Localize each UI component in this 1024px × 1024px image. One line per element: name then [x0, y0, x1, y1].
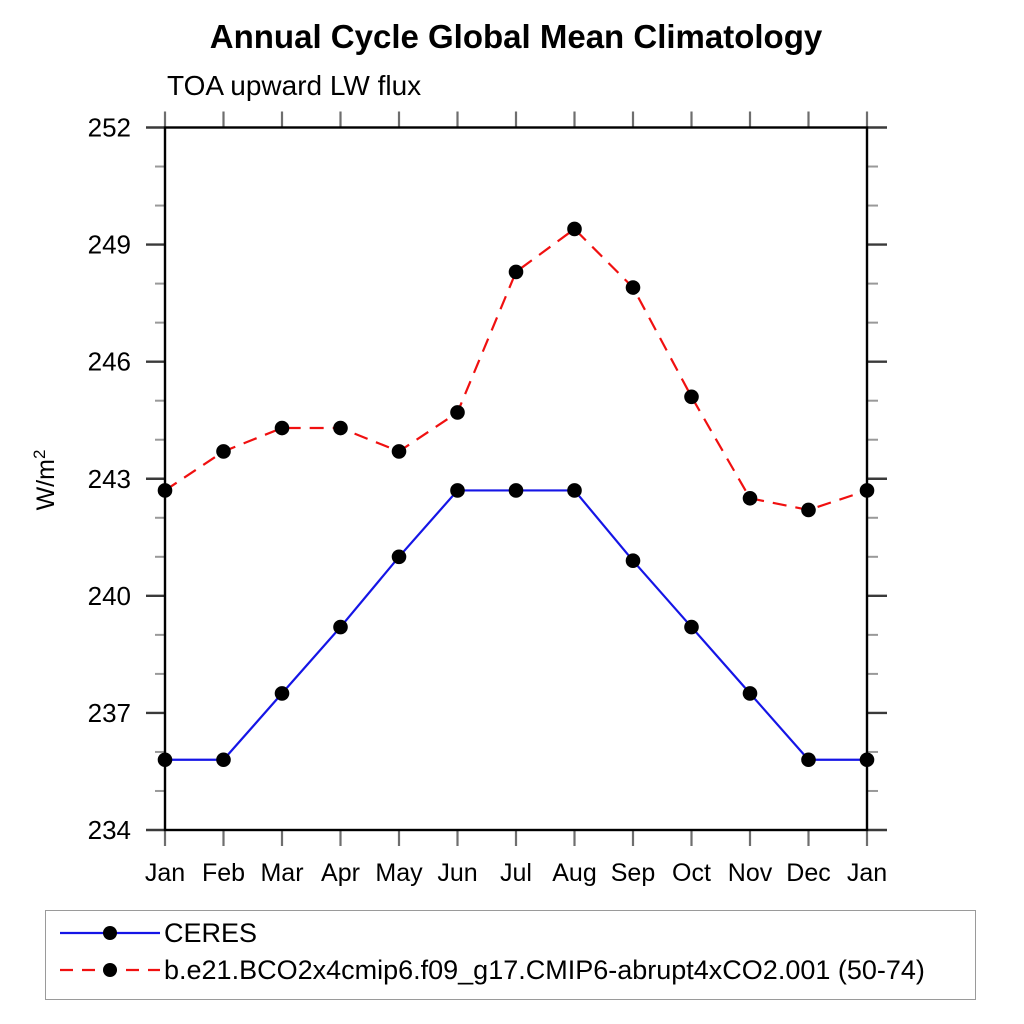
y-tick-label: 237	[88, 698, 131, 728]
chart-subtitle: TOA upward LW flux	[167, 70, 422, 101]
x-tick-label: Mar	[260, 859, 303, 887]
axis-ticks	[146, 111, 887, 846]
legend-box: CERES b.e21.BCO2x4cmip6.f09_g17.CMIP6-ab…	[45, 910, 976, 1000]
data-point	[216, 752, 231, 768]
x-tick-label: Jul	[500, 859, 532, 887]
x-tick-label: Apr	[321, 859, 360, 887]
y-tick-label: 243	[88, 464, 131, 494]
data-point	[567, 221, 582, 237]
data-point	[157, 752, 173, 768]
data-point	[567, 483, 582, 498]
legend-item-model: b.e21.BCO2x4cmip6.f09_g17.CMIP6-abrupt4x…	[58, 953, 925, 987]
data-point	[333, 420, 348, 436]
y-tick-label: 240	[88, 581, 131, 611]
x-tick-label: Oct	[672, 859, 711, 887]
y-tick-label: 234	[88, 815, 131, 845]
series-layer	[157, 221, 875, 768]
data-point	[391, 549, 407, 565]
data-point	[742, 686, 758, 701]
data-point	[684, 619, 699, 635]
data-point	[391, 444, 407, 459]
y-axis-title: W/m2	[30, 450, 60, 511]
legend-label-model: b.e21.BCO2x4cmip6.f09_g17.CMIP6-abrupt4x…	[164, 954, 925, 985]
legend-item-ceres: CERES	[58, 916, 257, 950]
data-point	[216, 444, 231, 459]
data-point	[625, 280, 641, 295]
x-tick-label: Jan	[145, 859, 185, 887]
data-point	[274, 420, 290, 436]
x-tick-label: May	[375, 859, 423, 887]
x-tick-label: Feb	[202, 859, 245, 887]
x-tick-label: Sep	[611, 859, 655, 887]
data-point	[450, 483, 465, 498]
data-point	[684, 389, 699, 405]
plot-frame	[163, 126, 869, 832]
chart-title: Annual Cycle Global Mean Climatology	[209, 18, 823, 55]
data-point	[801, 752, 816, 768]
y-tick-label: 252	[88, 113, 131, 143]
data-point	[157, 483, 173, 498]
legend-swatch-dashed-line	[60, 963, 160, 977]
data-point	[801, 502, 816, 518]
legend-label-ceres: CERES	[164, 917, 258, 948]
data-point	[742, 490, 758, 506]
data-point	[274, 686, 290, 701]
data-point	[625, 553, 641, 569]
x-tick-label: Aug	[552, 859, 596, 887]
y-tick-label: 246	[88, 347, 131, 377]
legend-swatch-solid-line	[60, 926, 160, 940]
axis-labels: 234 237 240 243 246 249 252 Jan Feb Mar Apr May Jun J…	[30, 113, 887, 888]
data-point	[333, 619, 348, 635]
data-point	[508, 264, 524, 280]
series-line-0	[165, 489, 867, 761]
y-tick-label: 249	[88, 230, 131, 260]
x-tick-label: Jun	[437, 859, 477, 887]
data-point	[450, 405, 465, 420]
x-tick-label: Jan	[847, 859, 887, 887]
x-tick-label: Nov	[728, 859, 773, 887]
x-tick-label: Dec	[786, 859, 830, 887]
data-point	[859, 752, 875, 768]
data-point	[508, 483, 524, 498]
data-point	[859, 483, 875, 498]
